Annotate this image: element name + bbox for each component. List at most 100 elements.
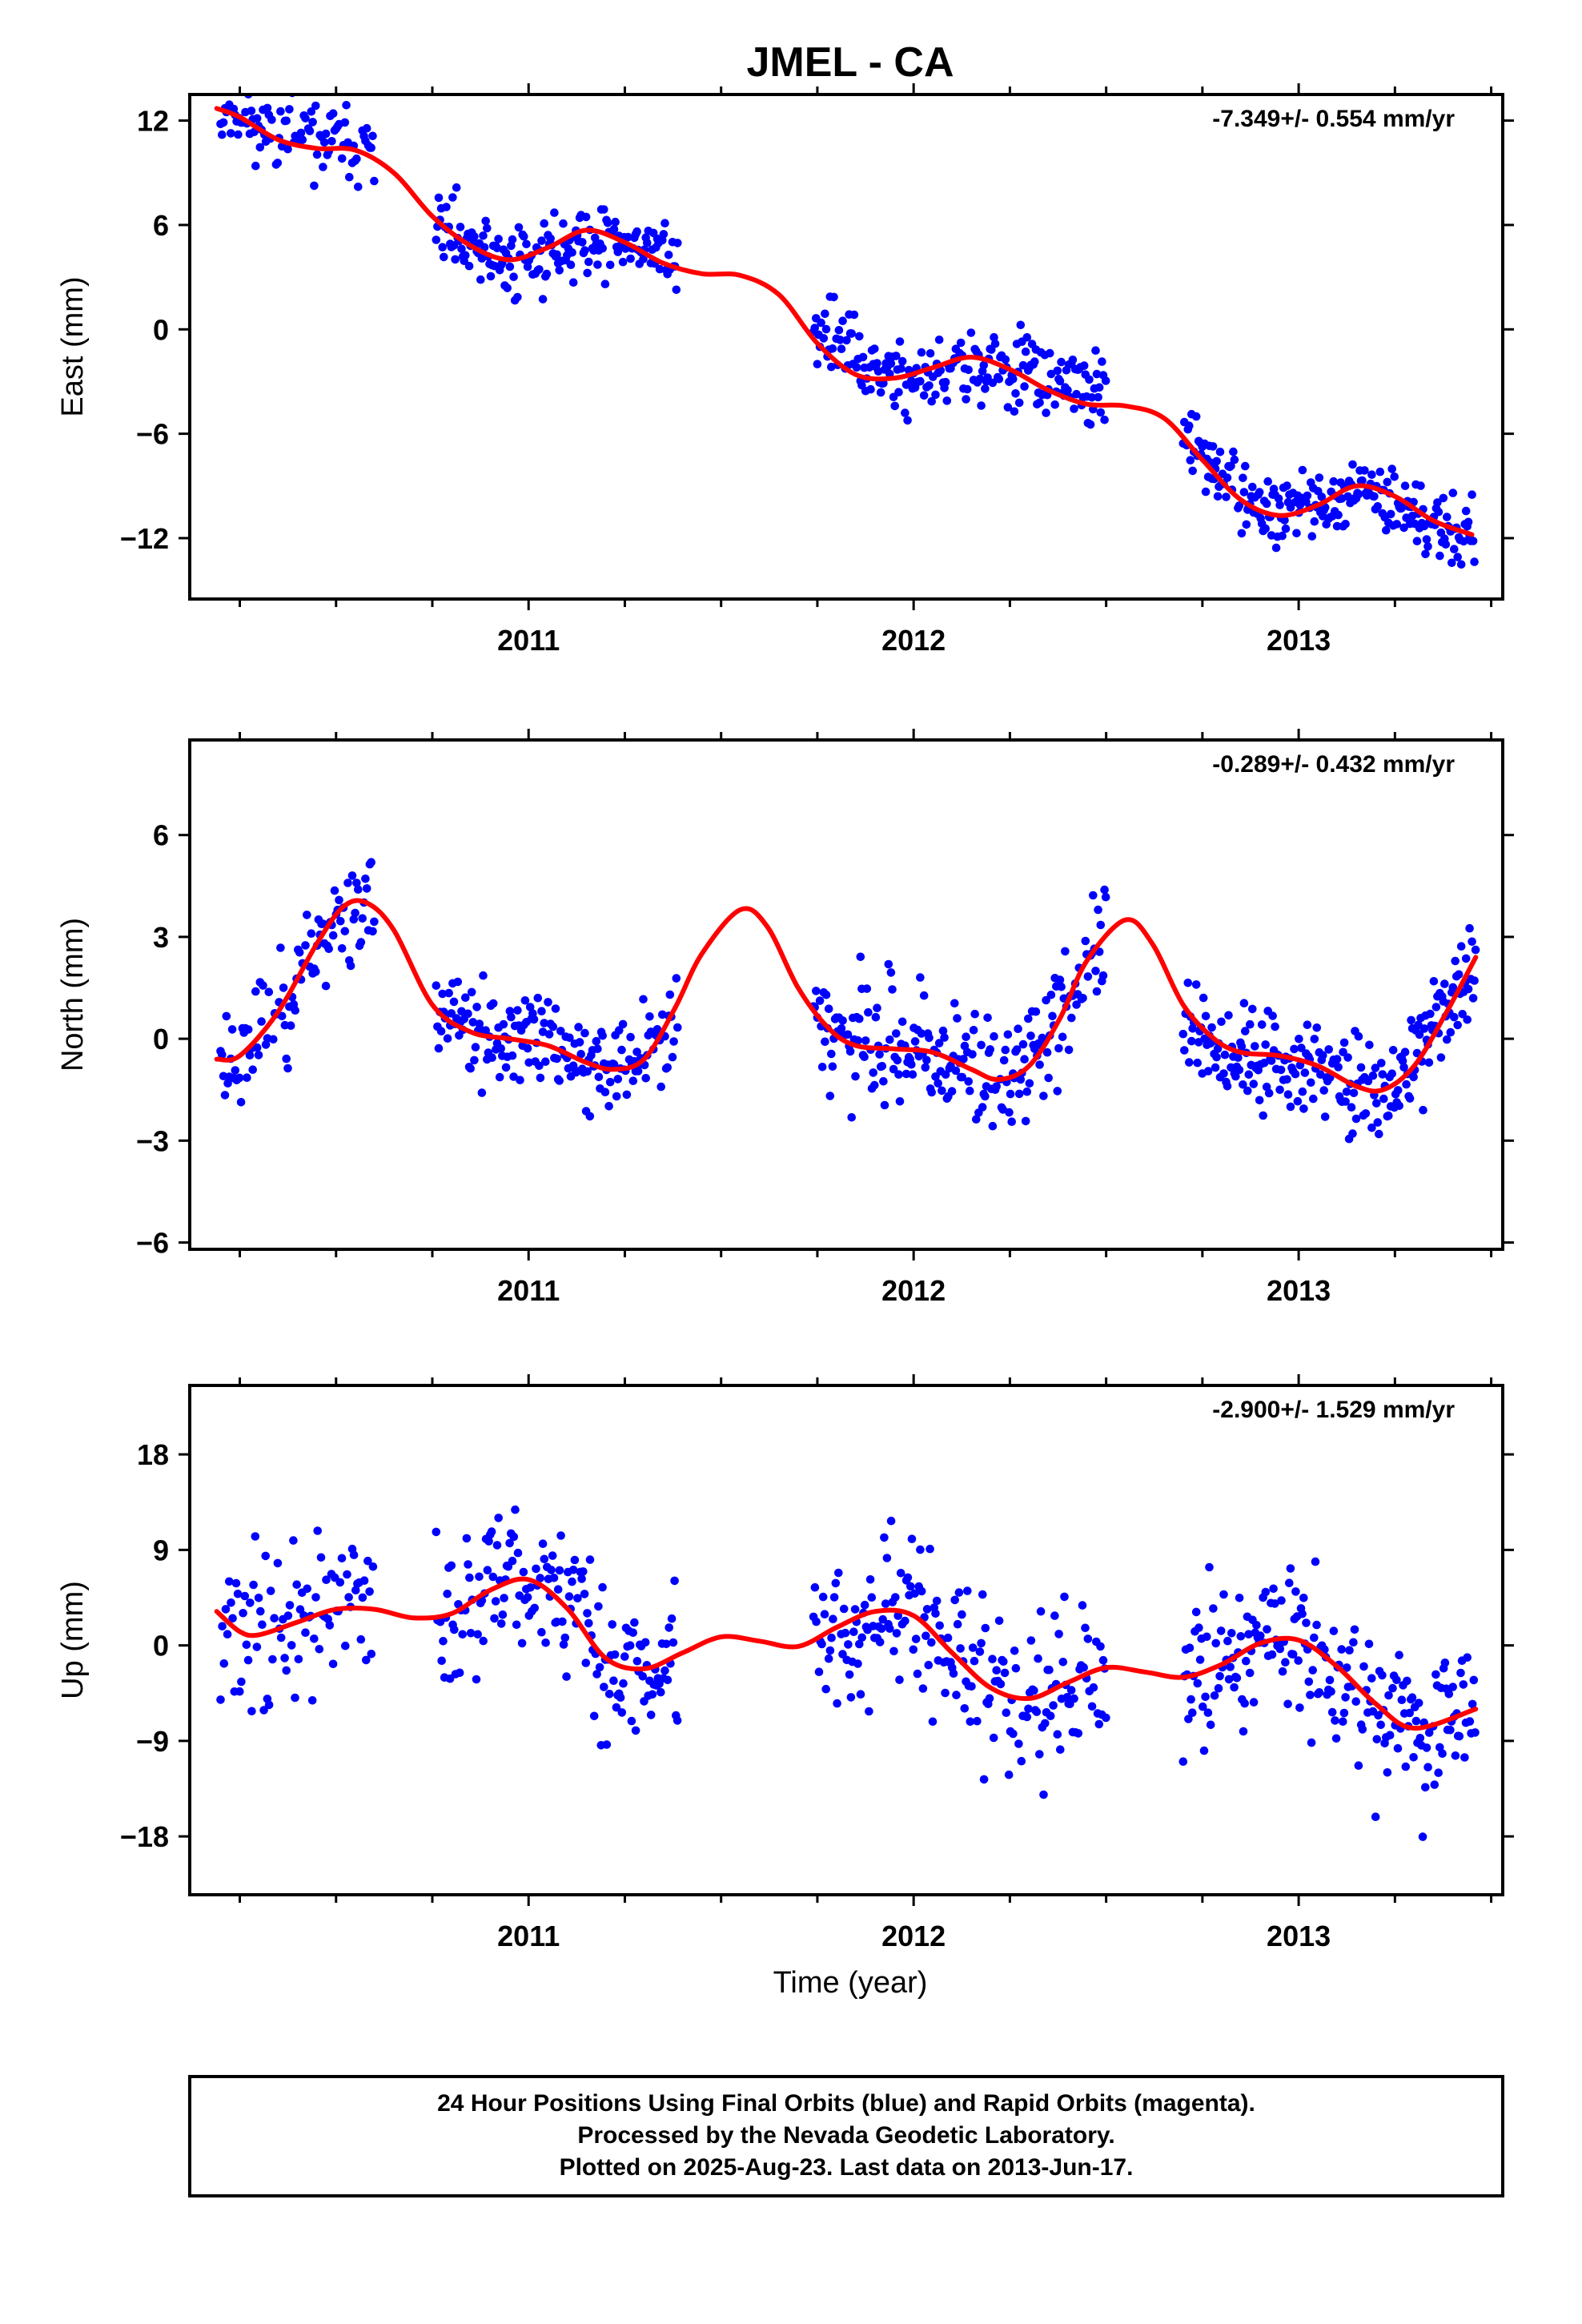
east-data-point xyxy=(362,123,371,133)
east-data-point xyxy=(296,128,306,138)
east-data-point xyxy=(1448,489,1458,497)
north-data-point xyxy=(537,1007,546,1015)
east-data-point xyxy=(276,107,285,116)
east-data-point xyxy=(452,183,461,192)
east-data-point xyxy=(1329,476,1338,486)
up-data-point xyxy=(1407,1693,1417,1702)
north-data-point xyxy=(1243,1086,1252,1096)
up-data-point xyxy=(1245,1668,1255,1678)
up-data-point xyxy=(932,1596,942,1606)
up-data-point xyxy=(631,1726,640,1735)
east-data-point xyxy=(813,360,822,369)
up-data-point xyxy=(1374,1711,1383,1720)
north-data-point xyxy=(1083,972,1093,981)
east-data-point xyxy=(312,150,322,159)
north-plot-frame xyxy=(188,738,1504,1251)
north-data-point xyxy=(340,927,350,936)
north-data-point xyxy=(444,988,453,998)
east-data-point xyxy=(1100,416,1109,424)
north-data-point xyxy=(1003,1030,1013,1039)
up-data-point xyxy=(916,1545,925,1554)
north-data-point xyxy=(1061,947,1070,956)
north-data-point xyxy=(828,1062,837,1072)
up-data-point xyxy=(472,1675,481,1684)
up-data-point xyxy=(1249,1698,1259,1707)
north-y-tick-label: 6 xyxy=(153,819,169,852)
up-data-point xyxy=(839,1604,849,1614)
east-data-point xyxy=(370,176,379,186)
east-data-point xyxy=(321,129,331,139)
north-data-point xyxy=(1268,1011,1277,1020)
north-data-point xyxy=(436,1027,446,1035)
north-data-point xyxy=(870,1080,879,1090)
up-data-point xyxy=(1271,1599,1279,1608)
chart-title: JMEL - CA xyxy=(746,39,954,86)
east-data-point xyxy=(1068,356,1078,364)
up-data-point xyxy=(273,1558,283,1568)
north-data-point xyxy=(220,1091,230,1100)
up-data-point xyxy=(966,1717,975,1727)
up-data-point xyxy=(628,1628,637,1637)
up-data-point xyxy=(956,1644,965,1653)
north-data-point xyxy=(815,996,825,1005)
up-data-point xyxy=(1096,1642,1105,1651)
north-data-point xyxy=(1347,1103,1356,1112)
east-data-point xyxy=(1375,467,1385,476)
north-data-point xyxy=(873,1003,881,1012)
up-data-point xyxy=(877,1624,886,1633)
up-data-point xyxy=(609,1676,618,1685)
east-data-point xyxy=(509,272,518,282)
east-data-point xyxy=(1235,501,1244,510)
up-data-point xyxy=(538,1539,548,1548)
east-data-point xyxy=(890,401,899,411)
up-data-point xyxy=(508,1556,517,1566)
north-data-point xyxy=(488,999,498,1008)
up-data-point xyxy=(558,1617,567,1626)
east-data-point xyxy=(1453,553,1462,561)
east-data-point xyxy=(836,336,845,344)
up-data-point xyxy=(1083,1634,1093,1643)
east-data-point xyxy=(1367,470,1376,479)
north-data-point xyxy=(1231,1072,1240,1081)
east-data-point xyxy=(1053,366,1062,376)
north-data-point xyxy=(488,1053,496,1062)
north-data-point xyxy=(1016,1075,1026,1084)
up-data-point xyxy=(256,1606,265,1616)
north-data-point xyxy=(1031,1007,1041,1016)
up-data-point xyxy=(579,1567,588,1576)
north-data-point xyxy=(516,1076,524,1084)
north-data-point xyxy=(286,1021,295,1030)
north-data-point xyxy=(875,1050,884,1059)
north-data-point xyxy=(1048,1011,1057,1021)
up-data-point xyxy=(498,1610,508,1619)
up-data-point xyxy=(540,1554,549,1564)
up-data-point xyxy=(1331,1716,1339,1725)
north-data-point xyxy=(1398,1056,1407,1066)
east-data-point xyxy=(1283,481,1291,490)
north-data-point xyxy=(1089,891,1098,900)
up-data-point xyxy=(849,1627,858,1636)
north-data-point xyxy=(533,993,543,1003)
up-data-point xyxy=(935,1621,944,1630)
east-data-point xyxy=(1433,498,1442,507)
north-data-point xyxy=(988,1121,998,1131)
up-data-point xyxy=(602,1740,612,1749)
east-y-tick-label: 12 xyxy=(137,105,169,138)
north-data-point xyxy=(243,1073,251,1082)
east-data-point xyxy=(505,262,515,271)
north-data-point xyxy=(1035,1060,1044,1069)
east-data-point xyxy=(611,217,620,227)
up-data-point xyxy=(595,1663,604,1672)
east-data-point xyxy=(903,416,912,425)
north-data-point xyxy=(529,1015,539,1024)
up-data-point xyxy=(604,1690,614,1699)
up-data-point xyxy=(585,1555,595,1564)
north-data-point xyxy=(609,1059,619,1069)
east-data-point xyxy=(568,278,578,287)
east-data-point xyxy=(829,292,838,302)
north-data-point xyxy=(941,1070,950,1080)
east-data-point xyxy=(1079,361,1089,370)
up-data-point xyxy=(865,1707,873,1716)
east-data-point xyxy=(834,326,844,335)
north-data-point xyxy=(1058,1032,1067,1042)
